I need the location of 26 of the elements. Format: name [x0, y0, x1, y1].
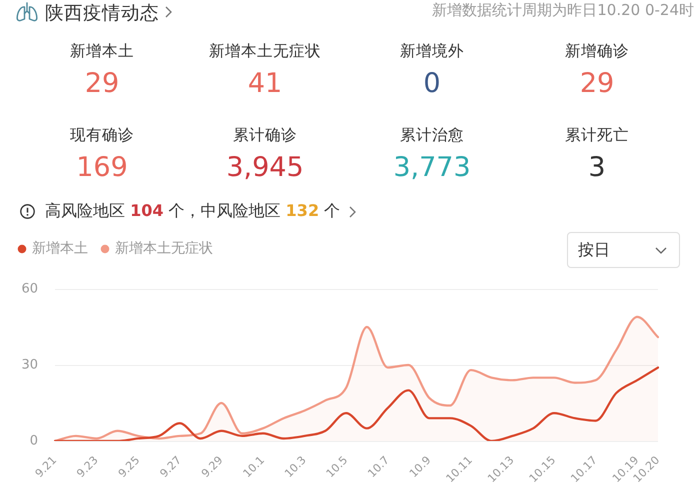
- text: 新增数据统计周期为昨日10.20 0-24时: [432, 1, 694, 19]
- y-tick-label: 60: [21, 281, 38, 296]
- legend-label: 新增本土: [32, 240, 88, 257]
- text: 29: [84, 68, 120, 99]
- text: 陕西疫情动态: [45, 2, 159, 24]
- text: 29: [580, 68, 614, 99]
- text: 0: [423, 68, 441, 99]
- legend-label: 新增本土无症状: [115, 240, 213, 257]
- text: 3,773: [393, 152, 471, 183]
- category-label: 累计确诊: [233, 126, 297, 144]
- category-label: 新增境外: [400, 42, 464, 60]
- category-label: 新增确诊: [565, 42, 629, 60]
- line-series: [54, 366, 660, 441]
- dropdown[interactable]: 按日: [567, 232, 680, 268]
- text: 169: [76, 152, 128, 183]
- text: 高风险地区 104 个，中风险地区 132 个: [45, 201, 340, 220]
- y-tick-label: 0: [30, 433, 38, 448]
- category-label: 累计死亡: [565, 126, 629, 144]
- y-tick-label: 30: [21, 357, 38, 372]
- category-label: 现有确诊: [70, 126, 134, 144]
- category-label: 累计治愈: [400, 126, 464, 144]
- text: 3: [588, 152, 606, 183]
- text: 41: [248, 68, 282, 99]
- category-label: 新增本土无症状: [209, 42, 321, 60]
- category-label: 新增本土: [70, 42, 134, 60]
- text: 3,945: [226, 152, 304, 183]
